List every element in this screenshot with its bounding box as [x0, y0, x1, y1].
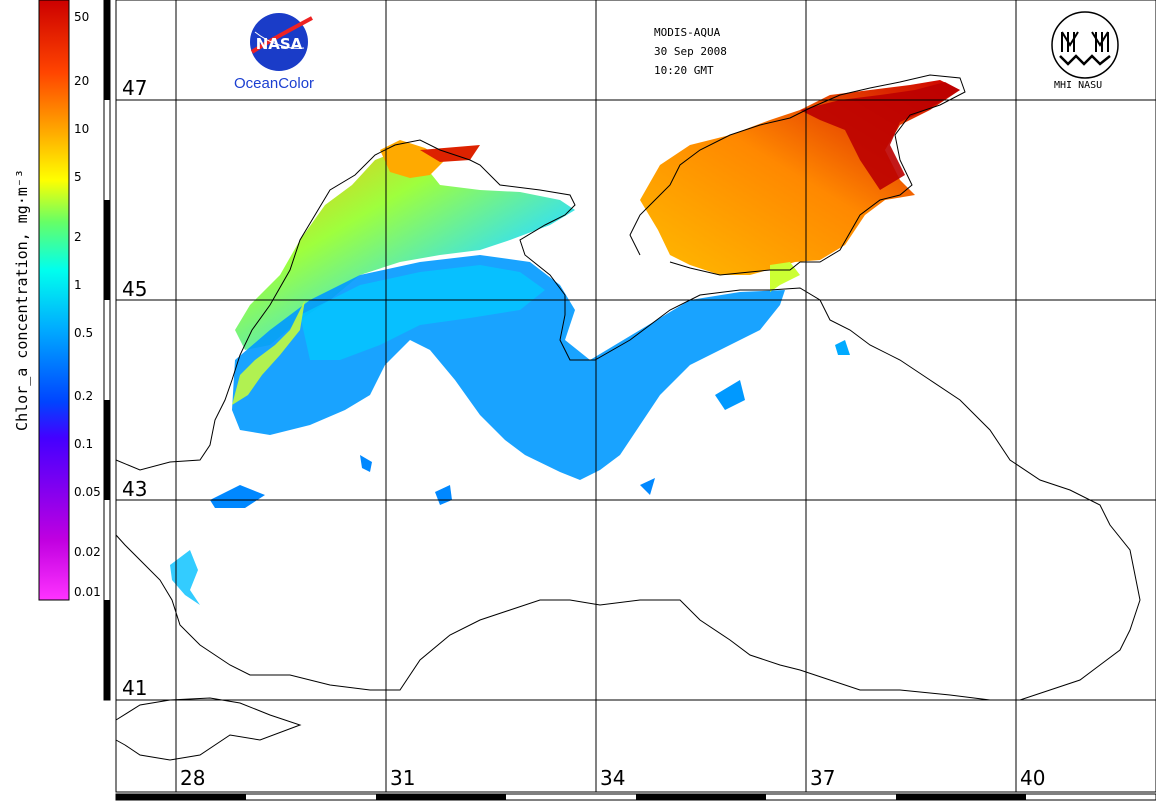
- latitude-label: 45: [120, 277, 150, 301]
- longitude-label: 37: [810, 766, 836, 790]
- map-frame: [115, 0, 1156, 793]
- mhi-logo: [1051, 11, 1119, 79]
- longitude-label: 34: [600, 766, 626, 790]
- colorbar-tick: 0.01: [74, 585, 101, 599]
- colorbar-tick: 0.5: [74, 326, 94, 340]
- colorbar-tick: 1: [74, 278, 82, 292]
- longitude-label: 31: [390, 766, 416, 790]
- graticule: [116, 0, 1156, 792]
- colorbar-tick: 10: [74, 122, 90, 136]
- nasa-logo: NASA: [250, 13, 313, 71]
- mhi-caption: MHI NASU: [1054, 80, 1103, 91]
- date-label: 30 Sep 2008: [654, 45, 727, 58]
- oceancolor-caption: OceanColor: [234, 75, 315, 92]
- time-label: 10:20 GMT: [654, 64, 714, 77]
- colorbar-tick: 0.1: [74, 437, 94, 451]
- bottom-ruler: [115, 793, 1156, 801]
- colorbar-tick: 2: [74, 230, 82, 244]
- latitude-label: 41: [120, 676, 150, 700]
- colorbar-gradient: [38, 0, 70, 601]
- colorbar-tick: 50: [74, 10, 90, 24]
- colorbar-tick: 0.05: [74, 485, 101, 499]
- chlorophyll-field: [170, 80, 960, 605]
- longitude-label: 40: [1020, 766, 1046, 790]
- longitude-label: 28: [180, 766, 206, 790]
- latitude-label: 47: [120, 76, 150, 100]
- colorbar-tick: 20: [74, 74, 90, 88]
- nasa-wordmark: NASA: [256, 35, 303, 53]
- latitude-label: 43: [120, 477, 150, 501]
- left-ruler: [103, 0, 111, 701]
- colorbar-tick: 0.2: [74, 389, 94, 403]
- sensor-label: MODIS-AQUA: [654, 26, 721, 39]
- colorbar-tick: 0.02: [74, 545, 101, 559]
- colorbar-tick: 5: [74, 170, 82, 184]
- image-info: MODIS-AQUA 30 Sep 2008 10:20 GMT: [654, 23, 727, 80]
